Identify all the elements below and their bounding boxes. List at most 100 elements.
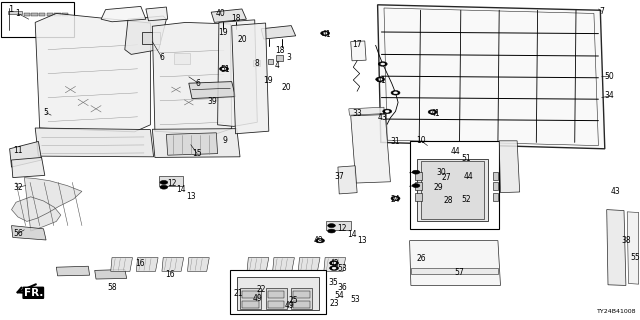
Text: 28: 28 bbox=[444, 196, 452, 205]
Circle shape bbox=[412, 170, 420, 174]
Circle shape bbox=[394, 92, 397, 94]
Bar bbox=[142, 32, 160, 44]
Polygon shape bbox=[410, 241, 500, 285]
Text: 1: 1 bbox=[15, 9, 20, 18]
Circle shape bbox=[378, 78, 382, 80]
Text: 10: 10 bbox=[416, 136, 426, 145]
Circle shape bbox=[160, 185, 168, 189]
Polygon shape bbox=[47, 13, 53, 16]
Text: 16: 16 bbox=[134, 259, 145, 268]
Circle shape bbox=[330, 261, 339, 265]
Text: 40: 40 bbox=[216, 9, 226, 18]
Text: 41: 41 bbox=[430, 109, 440, 118]
Text: 1: 1 bbox=[8, 5, 13, 14]
Polygon shape bbox=[261, 26, 296, 39]
Bar bbox=[276, 55, 283, 61]
Bar bbox=[410, 141, 499, 229]
Text: 37: 37 bbox=[334, 172, 344, 181]
Text: 57: 57 bbox=[454, 268, 465, 277]
Polygon shape bbox=[146, 7, 168, 21]
Polygon shape bbox=[351, 41, 366, 61]
Text: 54: 54 bbox=[334, 292, 344, 300]
Polygon shape bbox=[62, 13, 68, 16]
Polygon shape bbox=[8, 11, 22, 14]
Bar bbox=[326, 221, 351, 230]
Polygon shape bbox=[12, 157, 45, 178]
Text: 56: 56 bbox=[13, 229, 23, 238]
Text: 4: 4 bbox=[275, 61, 280, 70]
Bar bbox=[493, 172, 498, 180]
Polygon shape bbox=[324, 258, 346, 271]
Text: 27: 27 bbox=[442, 173, 452, 182]
Polygon shape bbox=[95, 269, 127, 279]
Polygon shape bbox=[338, 166, 357, 194]
Text: 39: 39 bbox=[207, 97, 218, 106]
Polygon shape bbox=[189, 82, 236, 99]
Circle shape bbox=[428, 110, 437, 114]
Polygon shape bbox=[188, 258, 209, 271]
Text: 6: 6 bbox=[159, 53, 164, 62]
Text: TY24B41008: TY24B41008 bbox=[597, 309, 637, 314]
Bar bbox=[493, 182, 498, 190]
Text: 21: 21 bbox=[234, 289, 243, 298]
Text: 18: 18 bbox=[276, 46, 285, 55]
Text: 17: 17 bbox=[352, 40, 362, 49]
Polygon shape bbox=[607, 210, 626, 285]
Circle shape bbox=[431, 111, 435, 113]
Circle shape bbox=[222, 68, 226, 70]
Polygon shape bbox=[162, 258, 184, 271]
Polygon shape bbox=[111, 258, 132, 271]
Text: 38: 38 bbox=[621, 236, 631, 245]
Text: 42: 42 bbox=[329, 260, 339, 268]
Text: 22: 22 bbox=[257, 285, 266, 294]
Polygon shape bbox=[24, 13, 30, 16]
Bar bbox=[293, 301, 310, 308]
Polygon shape bbox=[218, 20, 257, 126]
Bar bbox=[421, 161, 484, 219]
Text: 6: 6 bbox=[196, 79, 201, 88]
Polygon shape bbox=[35, 128, 154, 157]
Polygon shape bbox=[35, 13, 150, 132]
Polygon shape bbox=[152, 22, 232, 135]
Circle shape bbox=[383, 109, 392, 114]
Polygon shape bbox=[54, 13, 61, 16]
Bar bbox=[293, 291, 310, 298]
Text: 53: 53 bbox=[350, 295, 360, 304]
Bar bbox=[266, 288, 287, 309]
Text: 24: 24 bbox=[390, 195, 401, 204]
Polygon shape bbox=[12, 226, 46, 240]
Polygon shape bbox=[627, 212, 639, 284]
Text: 53: 53 bbox=[337, 264, 348, 273]
Text: 7: 7 bbox=[599, 7, 604, 16]
Text: 13: 13 bbox=[186, 192, 196, 201]
Circle shape bbox=[412, 184, 420, 188]
Text: 14: 14 bbox=[176, 185, 186, 194]
Text: 52: 52 bbox=[461, 196, 471, 204]
Circle shape bbox=[381, 63, 385, 65]
Text: 15: 15 bbox=[192, 149, 202, 158]
Text: 43: 43 bbox=[378, 113, 388, 122]
Polygon shape bbox=[166, 133, 218, 155]
Polygon shape bbox=[351, 115, 390, 183]
Text: 19: 19 bbox=[262, 76, 273, 85]
Bar bbox=[1, 2, 74, 37]
Polygon shape bbox=[232, 23, 269, 134]
Text: 19: 19 bbox=[218, 28, 228, 37]
Text: 49: 49 bbox=[284, 301, 294, 310]
Text: 29: 29 bbox=[433, 183, 444, 192]
Text: 58: 58 bbox=[107, 283, 117, 292]
Text: FR.: FR. bbox=[24, 288, 43, 298]
Text: 26: 26 bbox=[416, 254, 426, 263]
Polygon shape bbox=[136, 258, 158, 271]
Circle shape bbox=[328, 224, 335, 228]
Circle shape bbox=[318, 240, 322, 242]
Bar bbox=[237, 277, 319, 310]
Circle shape bbox=[316, 238, 324, 243]
Polygon shape bbox=[349, 107, 384, 115]
Bar bbox=[174, 53, 190, 64]
Bar bbox=[268, 301, 284, 308]
Polygon shape bbox=[56, 266, 90, 276]
Text: 3: 3 bbox=[287, 53, 292, 62]
Text: 20: 20 bbox=[237, 35, 247, 44]
Text: 23: 23 bbox=[329, 299, 339, 308]
